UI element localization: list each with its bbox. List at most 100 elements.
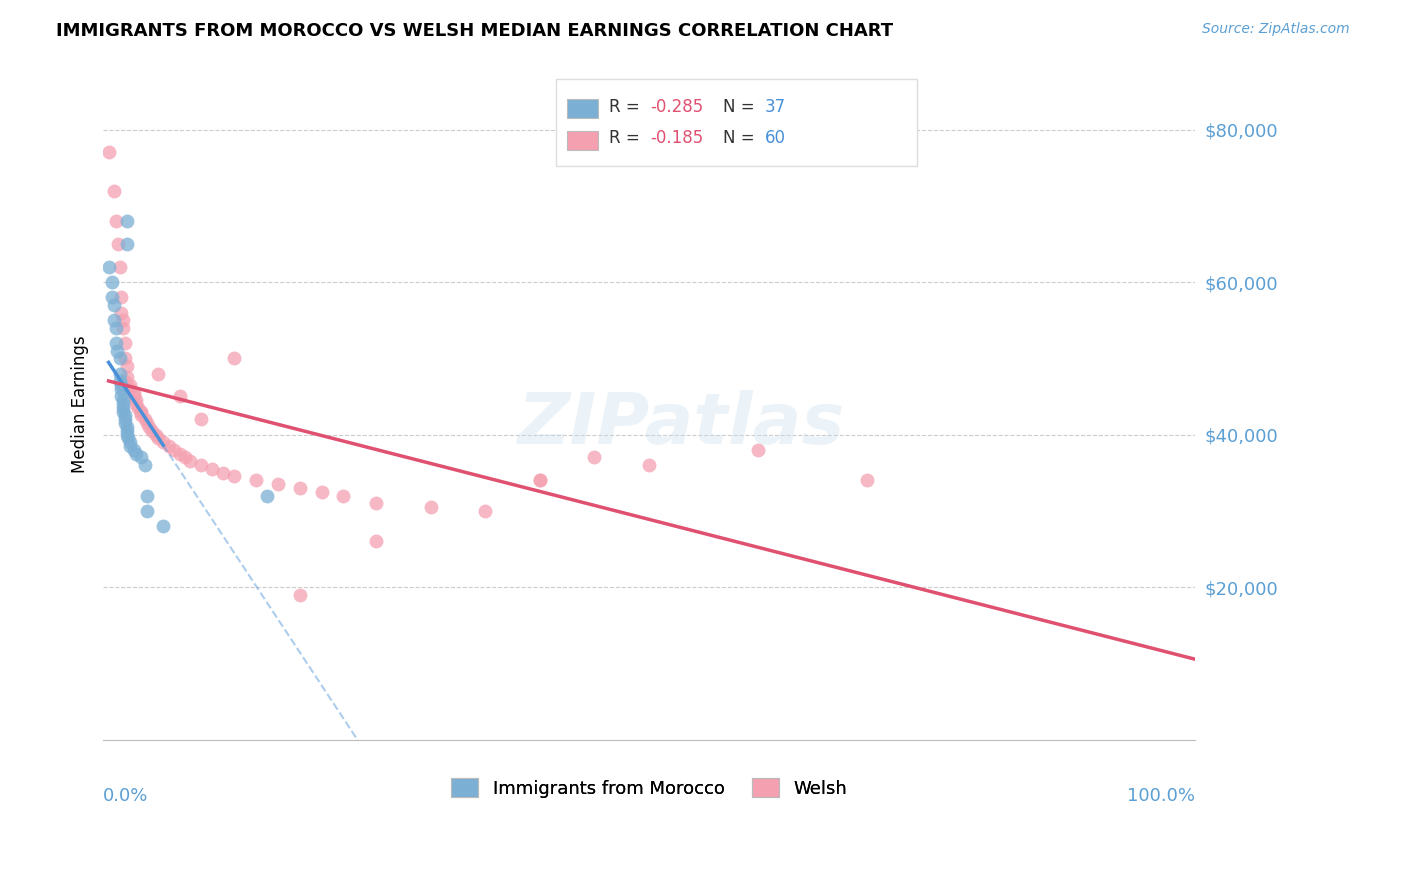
FancyBboxPatch shape	[557, 78, 917, 166]
Point	[529, 473, 551, 487]
Point	[146, 431, 169, 445]
Point	[366, 496, 388, 510]
Text: 100.0%: 100.0%	[1128, 787, 1195, 805]
Point	[115, 420, 138, 434]
Point	[110, 378, 132, 392]
Point	[152, 435, 174, 450]
Point	[138, 420, 160, 434]
Point	[212, 466, 235, 480]
Point	[105, 320, 128, 334]
Text: 0.0%: 0.0%	[103, 787, 149, 805]
Text: -0.185: -0.185	[650, 128, 703, 146]
Point	[114, 351, 136, 366]
Point	[103, 184, 125, 198]
Point	[529, 473, 551, 487]
Point	[111, 405, 134, 419]
Point	[120, 435, 142, 450]
Text: R =: R =	[609, 128, 645, 146]
Point	[174, 450, 197, 465]
Point	[267, 477, 290, 491]
Point	[747, 442, 769, 457]
Point	[419, 500, 441, 514]
Point	[108, 367, 131, 381]
Point	[108, 260, 131, 274]
Point	[131, 405, 153, 419]
Point	[169, 389, 191, 403]
Point	[120, 439, 142, 453]
Point	[115, 236, 138, 251]
Point	[131, 409, 153, 423]
Point	[114, 336, 136, 351]
Point	[110, 290, 132, 304]
Point	[145, 427, 167, 442]
Point	[134, 458, 156, 472]
Point	[114, 374, 136, 388]
Point	[122, 389, 145, 403]
Point	[163, 442, 186, 457]
Point	[115, 214, 138, 228]
Point	[179, 454, 201, 468]
Point	[169, 447, 191, 461]
Text: R =: R =	[609, 98, 645, 116]
Point	[125, 447, 148, 461]
Point	[117, 431, 139, 445]
Point	[105, 343, 128, 358]
Point	[110, 382, 132, 396]
Point	[105, 214, 128, 228]
Point	[366, 534, 388, 549]
Point	[134, 412, 156, 426]
Point	[111, 393, 134, 408]
Text: 60: 60	[765, 128, 786, 146]
Point	[141, 424, 163, 438]
Point	[105, 336, 128, 351]
Point	[127, 401, 149, 415]
Point	[103, 313, 125, 327]
Point	[146, 367, 169, 381]
Point	[114, 412, 136, 426]
Point	[114, 416, 136, 430]
Point	[111, 397, 134, 411]
Text: N =: N =	[723, 98, 761, 116]
Text: 37: 37	[765, 98, 786, 116]
Point	[152, 519, 174, 533]
Point	[108, 351, 131, 366]
Point	[125, 397, 148, 411]
Point	[101, 275, 124, 289]
Text: ZIPatlas: ZIPatlas	[519, 390, 845, 458]
Point	[111, 320, 134, 334]
Point	[224, 351, 246, 366]
Legend: Immigrants from Morocco, Welsh: Immigrants from Morocco, Welsh	[451, 779, 846, 797]
Point	[131, 405, 153, 419]
Point	[190, 458, 212, 472]
Point	[190, 412, 212, 426]
Point	[125, 393, 148, 408]
Point	[122, 385, 145, 400]
FancyBboxPatch shape	[567, 99, 598, 118]
Point	[332, 489, 354, 503]
Point	[122, 442, 145, 457]
Point	[201, 462, 224, 476]
Point	[256, 489, 278, 503]
Point	[135, 504, 157, 518]
Point	[135, 489, 157, 503]
Point	[288, 588, 311, 602]
Point	[288, 481, 311, 495]
Point	[108, 374, 131, 388]
Point	[110, 389, 132, 403]
Point	[111, 401, 134, 415]
Text: IMMIGRANTS FROM MOROCCO VS WELSH MEDIAN EARNINGS CORRELATION CHART: IMMIGRANTS FROM MOROCCO VS WELSH MEDIAN …	[56, 22, 893, 40]
Point	[103, 298, 125, 312]
Point	[115, 427, 138, 442]
Point	[131, 450, 153, 465]
Text: -0.285: -0.285	[650, 98, 703, 116]
Point	[97, 260, 120, 274]
Point	[474, 504, 496, 518]
Point	[111, 313, 134, 327]
Point	[245, 473, 267, 487]
Point	[110, 305, 132, 319]
Point	[157, 439, 180, 453]
Point	[115, 370, 138, 384]
Point	[638, 458, 661, 472]
Point	[115, 424, 138, 438]
FancyBboxPatch shape	[567, 131, 598, 150]
